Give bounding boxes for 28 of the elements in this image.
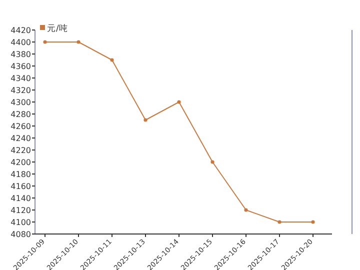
y-tick-label: 4260 [10,122,31,131]
y-tick-label: 4220 [10,146,31,155]
y-tick-label: 4120 [10,206,31,215]
point [144,118,148,122]
point [278,220,282,224]
y-tick-label: 4360 [10,62,31,71]
point [311,220,315,224]
legend-label: 元/吨 [47,23,68,34]
y-tick-label: 4280 [10,110,31,119]
y-tick-label: 4200 [10,158,31,167]
point [43,40,47,44]
y-tick-label: 4340 [10,74,31,83]
point [244,208,248,212]
y-tick-label: 4380 [10,50,31,59]
y-tick-label: 4240 [10,134,31,143]
y-tick-label: 4320 [10,86,31,95]
point [177,100,181,104]
y-tick-label: 4420 [10,26,31,35]
y-tick-label: 4300 [10,98,31,107]
y-tick-label: 4180 [10,170,31,179]
y-tick-label: 4100 [10,218,31,227]
y-tick-label: 4140 [10,194,31,203]
y-tick-label: 4160 [10,182,31,191]
y-tick-label: 4400 [10,38,31,47]
y-tick-label: 4080 [10,230,31,239]
point [76,40,80,44]
point [110,58,114,62]
point [210,160,214,164]
